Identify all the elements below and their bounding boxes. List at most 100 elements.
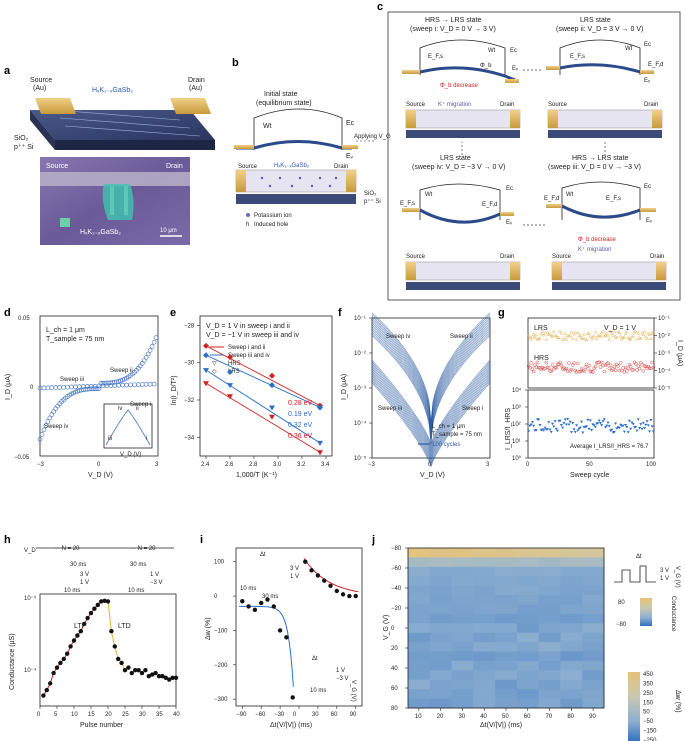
d-sweep-iv: Sweep iv — [44, 424, 68, 430]
panel-j: j −80 −60 −40 −20 0 20 40 60 80 10 20 30 40 50 60 70 80 9… — [371, 534, 681, 741]
j-cell — [473, 604, 496, 615]
svg-text:E_F,d: E_F,d — [544, 196, 559, 202]
f-cycle — [430, 312, 491, 422]
g-lrs-point — [546, 332, 551, 336]
panel-label-d: d — [4, 307, 11, 319]
g-lrs-point — [592, 334, 597, 338]
g-ytick-r-label: 10⁻⁴ — [658, 368, 671, 375]
svg-text:Wt: Wt — [566, 192, 574, 198]
h-point — [139, 670, 145, 676]
j-cell — [429, 566, 453, 577]
svg-text:E_F,s: E_F,s — [428, 54, 443, 60]
d-yt1: 0 — [30, 385, 34, 391]
f-cycle — [371, 365, 432, 450]
j-cell — [473, 642, 496, 653]
source-electrode — [35, 98, 76, 114]
g-lrs-point — [650, 331, 655, 335]
j-cell — [451, 557, 474, 568]
d-marker — [73, 384, 78, 390]
h-point — [58, 660, 63, 666]
e-xtick-label: 2.8 — [249, 462, 258, 468]
j-cell — [560, 604, 583, 615]
g-lrs-point — [643, 334, 648, 339]
substrate-side — [55, 140, 215, 150]
h-point — [51, 670, 56, 676]
g-hrs-point — [586, 366, 590, 371]
j-cell — [582, 557, 605, 568]
e-xtick-label: 2.6 — [225, 462, 234, 468]
j-cell — [408, 595, 431, 605]
j-cell — [582, 585, 605, 596]
svg-text:Eᵥ: Eᵥ — [646, 218, 652, 224]
f-cycle — [430, 330, 491, 439]
f-cycle — [371, 323, 432, 432]
g-lrs-point — [645, 336, 650, 341]
j-cell — [429, 632, 453, 643]
f-cycle — [371, 324, 432, 434]
f-sweep-i: Sweep i — [462, 406, 483, 412]
j-vg: V_G (V) — [674, 566, 680, 588]
h-xtick-label: 0 — [37, 712, 41, 718]
g-ratio-point — [602, 418, 606, 421]
svg-text:Eᴄ: Eᴄ — [506, 186, 513, 192]
h-p10a: 10 ms — [64, 588, 80, 594]
i-point — [284, 635, 289, 640]
j-cell — [560, 689, 583, 700]
g-hrs-point — [536, 365, 541, 370]
h-yt0: 10⁻³ — [24, 596, 36, 602]
e-point — [317, 404, 323, 411]
h-p1vb: 1 V — [150, 572, 159, 578]
g-ratio-point — [626, 431, 630, 434]
i-ytick-label: 0 — [214, 594, 218, 600]
g-lrs-point — [617, 330, 622, 334]
g-ratio-point — [549, 430, 553, 434]
panel-label-g: g — [498, 307, 505, 319]
h-xtick-label: 5 — [54, 712, 58, 718]
e-e4: 0.36 eV — [288, 433, 312, 440]
g-hrs-point — [647, 366, 652, 370]
j-cell — [560, 557, 583, 568]
j-cell — [408, 566, 431, 577]
j-cell — [582, 548, 605, 558]
g-ratio-point — [640, 427, 644, 431]
g-lrs-point — [621, 335, 626, 339]
g-lrs-point — [570, 336, 575, 340]
g-ratio-point — [624, 423, 628, 427]
i-point — [259, 600, 264, 606]
j-cell — [516, 566, 540, 577]
j-axes — [407, 547, 605, 709]
g-ratio-point — [651, 430, 655, 433]
j-pulse — [614, 565, 656, 583]
g-lrs-point — [606, 334, 610, 338]
g-hrs-point — [635, 368, 639, 372]
a-sio2: SiO₂ — [14, 135, 29, 142]
h-point — [44, 687, 49, 693]
i-xtick-label: 60 — [331, 712, 338, 718]
g-ratio-point — [621, 424, 625, 428]
b-contact-l — [234, 145, 254, 149]
g-hrs-point — [626, 366, 630, 370]
h-point — [133, 668, 138, 673]
j-cell — [408, 689, 431, 700]
e-leg3: HRS — [228, 361, 241, 367]
f-cycle — [430, 324, 491, 434]
j-cell — [408, 623, 431, 634]
g-ratio-point — [578, 426, 582, 430]
j-cell — [516, 679, 540, 690]
g-ratio-point — [528, 424, 532, 428]
g-ratio-point — [527, 429, 531, 433]
f-cycle — [371, 375, 432, 460]
g-ratio-point — [636, 418, 640, 421]
d-in-iv: iv — [118, 406, 122, 412]
d-in-iii: iii — [108, 436, 112, 442]
j-cell — [560, 660, 583, 671]
j-cell — [538, 585, 561, 596]
g-hrs-point — [618, 361, 623, 365]
j-cell — [582, 689, 605, 700]
g-ratio-point — [648, 430, 652, 433]
d-xt2: 3 — [155, 462, 159, 468]
f-cycle — [371, 359, 432, 445]
g-ratio-point — [581, 431, 585, 434]
g-lrs-point — [601, 329, 605, 333]
j-cell — [516, 613, 540, 624]
